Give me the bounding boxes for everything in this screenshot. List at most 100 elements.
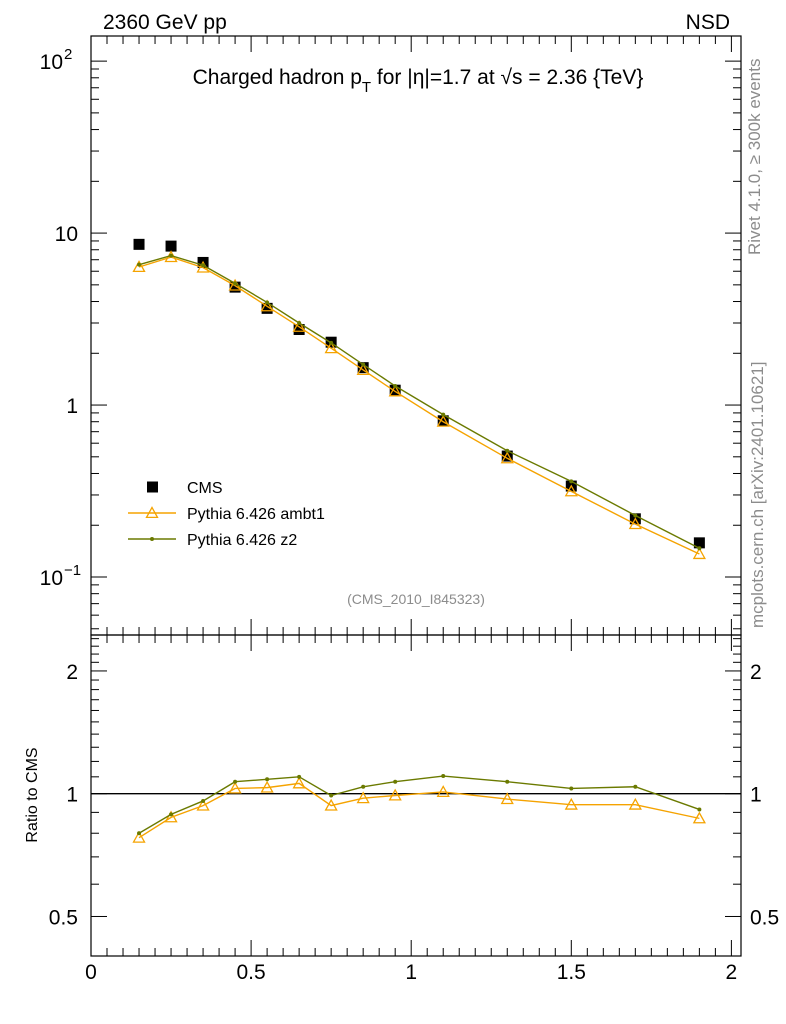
side-label-rivet: Rivet 4.1.0, ≥ 300k events xyxy=(745,59,764,255)
y-tick-label: 10 xyxy=(40,567,63,590)
data-point-ambt1 xyxy=(292,319,306,332)
data-point-z2 xyxy=(393,779,398,784)
ratio-y-tick-label: 1 xyxy=(66,784,78,807)
y-tick-label: 10 xyxy=(40,51,63,74)
data-point-cms xyxy=(165,240,177,252)
ratio-y-tick-label: 0.5 xyxy=(49,906,78,929)
data-point-z2 xyxy=(361,362,366,367)
data-point-cms xyxy=(293,324,305,336)
side-label-mcplots: mcplots.cern.ch [arXiv:2401.10621] xyxy=(748,362,767,628)
data-point-ambt1 xyxy=(628,517,642,530)
legend-label: CMS xyxy=(187,480,223,497)
data-point-z2 xyxy=(329,793,334,798)
ratio-axis-ticks xyxy=(90,635,741,957)
data-point-z2 xyxy=(201,263,206,268)
data-point-z2 xyxy=(265,300,270,305)
data-point-ambt1 xyxy=(132,260,146,273)
ratio-tick-labels: 0.5 0.5 1 1 2 2 0 0.5 1 1.5 2 xyxy=(49,661,779,984)
data-point-cms xyxy=(357,362,369,374)
main-panel: Charged hadron pT for |η|=1.7 at √s = 2.… xyxy=(40,35,742,636)
data-point-ambt1 xyxy=(324,341,338,354)
y-tick-label-exponent: 2 xyxy=(64,46,72,63)
analysis-id: (CMS_2010_I845323) xyxy=(347,591,485,607)
data-point-z2 xyxy=(441,412,446,417)
data-point-z2 xyxy=(697,546,702,551)
legend-label: Pythia 6.426 ambt1 xyxy=(187,506,325,523)
data-point-z2 xyxy=(201,798,206,803)
legend-marker-ambt1 xyxy=(145,506,159,519)
data-point-ambt1 xyxy=(436,785,450,797)
data-point-ambt1 xyxy=(356,363,370,375)
data-point-z2 xyxy=(569,786,574,791)
data-point-ambt1 xyxy=(324,798,338,811)
data-point-ambt1 xyxy=(564,484,578,497)
data-point-z2 xyxy=(633,784,638,789)
data-point-z2 xyxy=(361,784,366,789)
data-point-z2 xyxy=(169,253,174,258)
x-tick-label: 1.5 xyxy=(557,961,586,984)
y-tick-label: 10 xyxy=(55,223,78,246)
legend-marker-cms xyxy=(147,481,158,493)
data-point-cms xyxy=(133,238,145,250)
data-point-z2 xyxy=(505,448,510,453)
data-point-ambt1 xyxy=(260,299,274,312)
data-point-z2 xyxy=(697,807,702,812)
ratio-y-tick-label-right: 0.5 xyxy=(750,906,779,929)
data-point-ambt1 xyxy=(500,451,514,464)
x-tick-label: 0 xyxy=(85,961,97,984)
data-point-ambt1 xyxy=(692,811,706,824)
legend: CMS Pythia 6.426 ambt1 Pythia 6.426 z2 xyxy=(128,480,325,549)
data-point-z2 xyxy=(169,812,174,817)
data-point-cms xyxy=(693,537,705,549)
data-point-ambt1 xyxy=(628,797,642,810)
data-point-z2 xyxy=(441,774,446,779)
ratio-y-tick-label-right: 2 xyxy=(750,661,762,684)
ratio-y-tick-label: 2 xyxy=(66,661,78,684)
data-point-ambt1 xyxy=(564,797,578,810)
ratio-y-tick-label-right: 1 xyxy=(750,784,762,807)
data-point-z2 xyxy=(569,479,574,484)
data-point-z2 xyxy=(329,340,334,345)
data-point-cms xyxy=(501,450,513,462)
main-series xyxy=(132,238,706,560)
data-point-ambt1 xyxy=(196,798,210,811)
data-point-ambt1 xyxy=(500,792,514,805)
ratio-series xyxy=(91,774,741,843)
data-point-z2 xyxy=(393,384,398,389)
data-point-z2 xyxy=(265,777,270,782)
data-point-ambt1 xyxy=(388,384,402,397)
data-point-z2 xyxy=(297,774,302,779)
header-right: NSD xyxy=(686,11,730,34)
x-tick-label: 2 xyxy=(726,961,738,984)
x-tick-label: 1 xyxy=(405,961,417,984)
ratio-y-axis-label: Ratio to CMS xyxy=(24,747,41,842)
data-point-z2 xyxy=(297,321,302,326)
main-axis-ticks xyxy=(90,36,741,635)
y-tick-label-exponent: −1 xyxy=(64,562,81,579)
ratio-panel-frame xyxy=(90,634,742,957)
data-point-ambt1 xyxy=(260,780,274,793)
data-point-z2 xyxy=(137,262,142,267)
series-line-dot xyxy=(138,775,700,834)
data-point-ambt1 xyxy=(692,547,706,560)
series-line-triangle xyxy=(138,782,700,839)
legend-label: Pythia 6.426 z2 xyxy=(187,532,297,549)
x-tick-label: 0.5 xyxy=(236,961,265,984)
data-point-z2 xyxy=(505,779,510,784)
header-left: 2360 GeV pp xyxy=(103,11,227,34)
data-point-z2 xyxy=(633,513,638,518)
data-point-cms xyxy=(437,415,449,427)
data-point-z2 xyxy=(233,281,238,286)
data-point-ambt1 xyxy=(164,810,178,823)
legend-marker-z2 xyxy=(150,537,154,541)
data-point-ambt1 xyxy=(228,781,242,794)
data-point-ambt1 xyxy=(356,791,370,804)
series-line-dot xyxy=(138,254,700,549)
data-point-cms xyxy=(229,281,241,293)
data-point-ambt1 xyxy=(388,788,402,801)
data-point-cms xyxy=(389,384,401,396)
data-point-z2 xyxy=(233,779,238,784)
data-point-ambt1 xyxy=(436,414,450,427)
